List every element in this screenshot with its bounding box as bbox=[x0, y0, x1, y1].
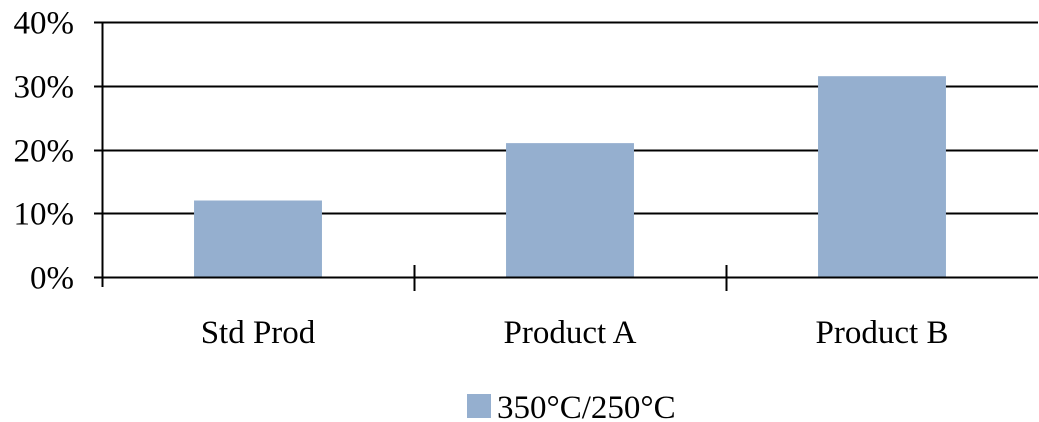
legend-swatch bbox=[467, 394, 491, 418]
bars bbox=[194, 76, 946, 277]
legend-label: 350°C/250°C bbox=[497, 390, 676, 422]
x-category-label: Std Prod bbox=[201, 315, 316, 351]
bar-product-b bbox=[818, 76, 946, 277]
x-category-label: Product B bbox=[816, 315, 949, 351]
bar-product-a bbox=[506, 143, 634, 277]
axes bbox=[94, 21, 1038, 291]
y-tick-label: 40% bbox=[14, 6, 75, 42]
category-labels: Std Prod Product A Product B bbox=[201, 315, 949, 351]
y-tick-labels: 0% 10% 20% 30% 40% bbox=[14, 6, 75, 297]
x-category-label: Product A bbox=[504, 315, 637, 351]
bar-std-prod bbox=[194, 200, 322, 277]
legend: 350°C/250°C bbox=[467, 390, 676, 422]
y-tick-label: 20% bbox=[14, 134, 75, 170]
y-tick-label: 30% bbox=[14, 70, 75, 106]
y-tick-label: 0% bbox=[30, 261, 74, 297]
y-tick-label: 10% bbox=[14, 197, 75, 233]
